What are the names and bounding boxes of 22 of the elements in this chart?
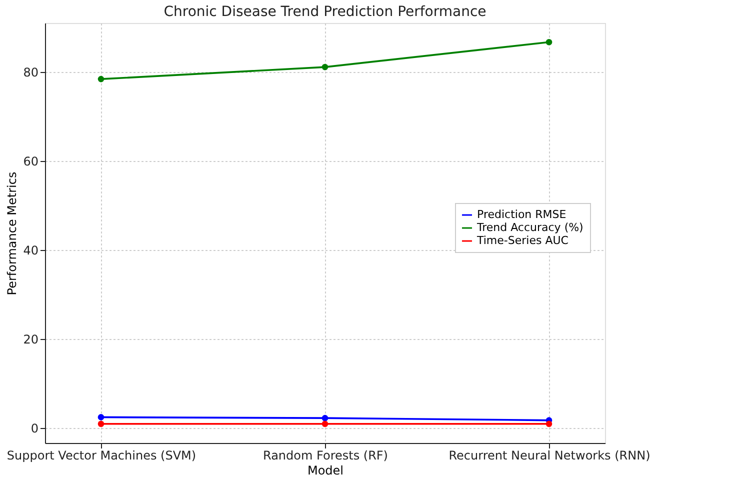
legend-label: Prediction RMSE	[477, 208, 566, 221]
point	[322, 64, 328, 70]
y-tick-label: 80	[23, 65, 38, 80]
y-tick-label: 60	[23, 154, 38, 168]
chart-title: Chronic Disease Trend Prediction Performance	[164, 4, 486, 20]
point	[322, 414, 328, 422]
x-axis-title: Model	[307, 464, 344, 478]
y-axis-title: Performance Metrics	[5, 172, 20, 296]
point	[98, 76, 104, 82]
point	[98, 414, 104, 420]
point	[546, 38, 552, 46]
point	[546, 420, 552, 428]
y-tick-label: 20	[23, 332, 38, 346]
x-tick-label: Recurrent Neural Networks (RNN)	[448, 448, 650, 462]
legend-label: Trend Accuracy (%)	[476, 221, 584, 234]
y-tick-label: 40	[23, 243, 38, 258]
point	[98, 420, 104, 428]
point	[322, 420, 328, 428]
x-tick-label: Random Forests (RF)	[263, 448, 388, 462]
y-tick-label: 0	[30, 421, 38, 436]
x-tick-label: Support Vector Machines (SVM)	[6, 448, 196, 462]
legend-label: Time-Series AUC	[476, 234, 569, 247]
